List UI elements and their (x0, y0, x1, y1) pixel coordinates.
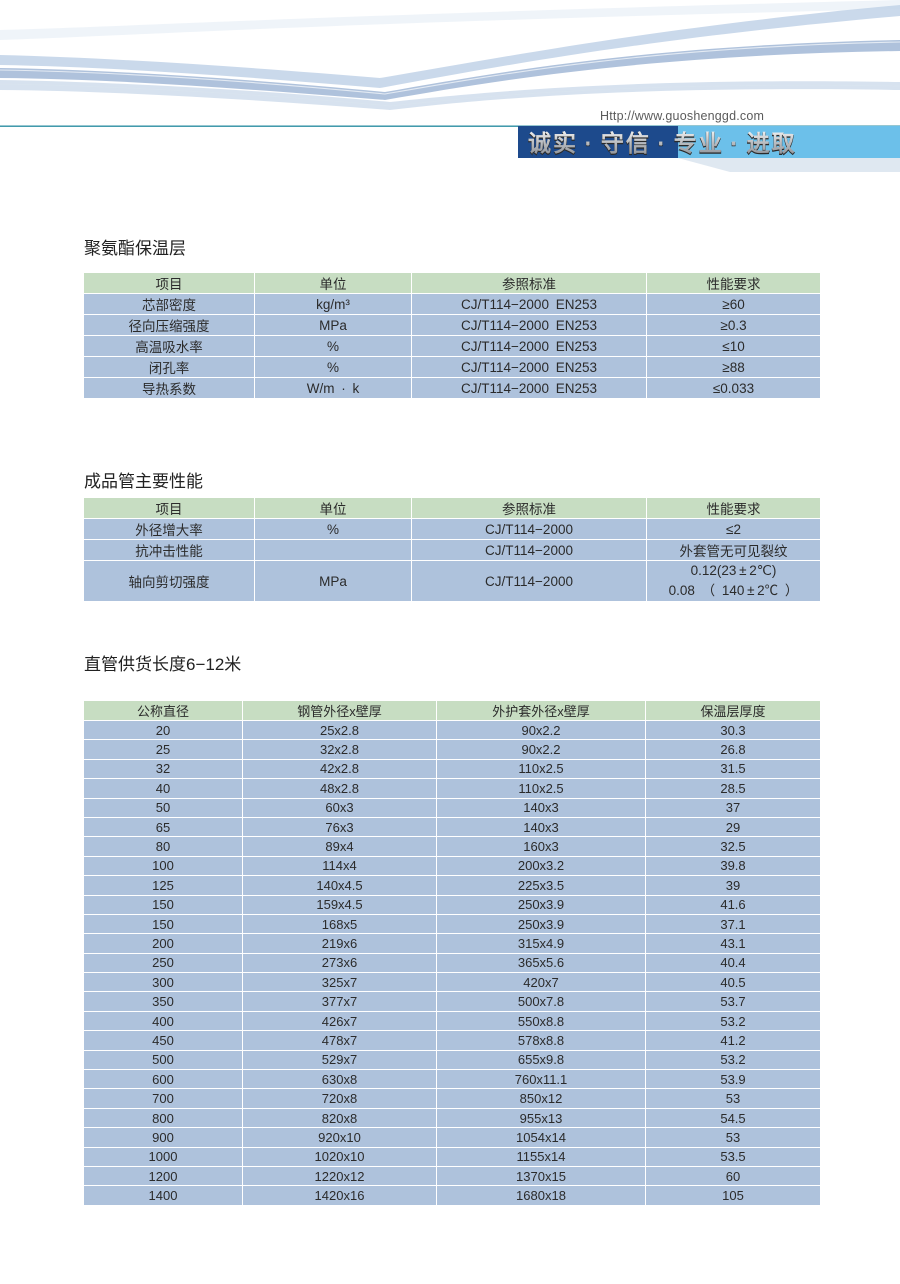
svg-text:诚实 · 守信 · 专业 · 进取: 诚实 · 守信 · 专业 · 进取 (528, 130, 797, 156)
